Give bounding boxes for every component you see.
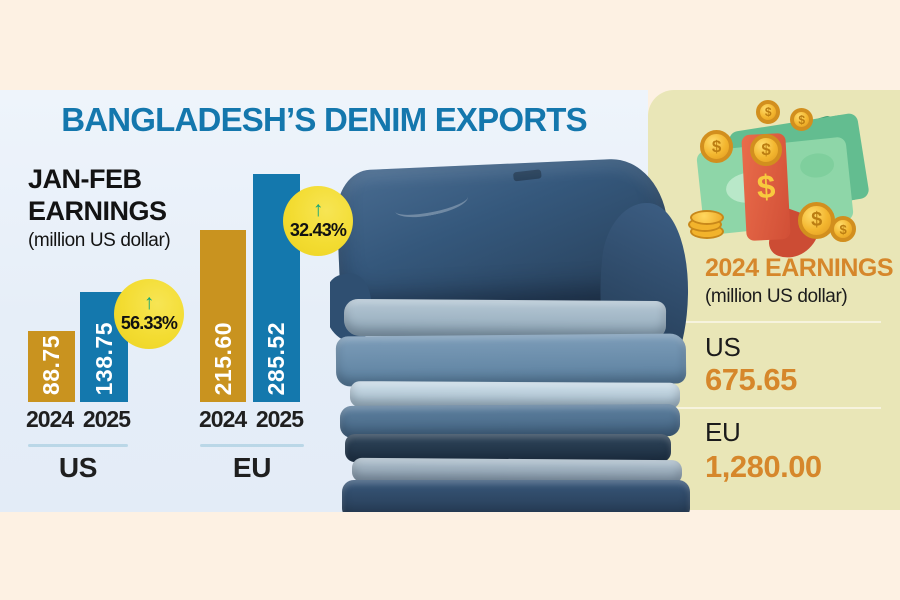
dollar-sign-icon: $ (755, 167, 776, 206)
summary-row-value-us: 675.65 (705, 362, 797, 397)
dollar-sign-icon: $ (798, 112, 805, 127)
denim-stack-photo (330, 158, 692, 512)
coin-icon: $ (700, 130, 733, 163)
denim-fold-layer (335, 333, 687, 387)
group-divider-eu (200, 444, 304, 447)
summary-row-label-eu: EU (705, 417, 741, 447)
summary-subtitle: (million US dollar) (705, 286, 848, 307)
denim-fold-layer (339, 404, 681, 438)
year-label: 2024 (199, 406, 247, 432)
coin-stack-icon (690, 210, 724, 225)
dollar-sign-icon: $ (711, 136, 722, 156)
denim-belt-loop (512, 169, 542, 182)
group-label-eu: EU (232, 452, 272, 483)
denim-fold-layer (342, 480, 690, 512)
coin-icon: $ (790, 108, 813, 131)
year-label: 2024 (26, 406, 74, 432)
chart-heading-line2: EARNINGS (28, 195, 167, 226)
denim-pocket-seam (393, 185, 470, 223)
year-labels-us: 2024 2025 (26, 406, 131, 433)
summary-divider (668, 321, 881, 323)
summary-panel: $ $ $ $ $ $ $ 2024 EARNINGS (million US … (648, 90, 900, 510)
year-label: 2025 (82, 406, 131, 432)
bar-value-label: 285.52 (263, 321, 289, 395)
group-label-us: US (58, 452, 98, 483)
dollar-sign-icon: $ (811, 209, 822, 231)
change-badge-eu: ↑ 32.43% (283, 186, 353, 256)
dollar-sign-icon: $ (839, 221, 847, 237)
bar-value-label: 138.75 (90, 321, 117, 395)
change-percent-us: 56.33% (120, 313, 178, 334)
summary-divider (668, 407, 881, 409)
money-illustration: $ $ $ $ $ $ $ (686, 100, 882, 267)
summary-row-label-us: US (705, 332, 741, 362)
denim-fold-layer (345, 434, 671, 462)
change-badge-us: ↑ 56.33% (114, 279, 184, 349)
bar-value-label: 88.75 (38, 334, 64, 395)
up-arrow-icon: ↑ (143, 290, 155, 314)
summary-row-value-eu: 1,280.00 (705, 449, 822, 484)
chart-heading-line1: JAN-FEB (28, 164, 142, 194)
group-divider-us (28, 444, 128, 447)
banknote-oval (798, 151, 836, 180)
year-labels-eu: 2024 2025 (199, 406, 304, 433)
coin-icon: $ (750, 134, 782, 166)
coin-icon: $ (756, 100, 780, 124)
dollar-sign-icon: $ (761, 140, 771, 159)
denim-fold-layer (343, 298, 667, 339)
coin-icon: $ (798, 202, 835, 239)
chart-subheading: (million US dollar) (28, 230, 171, 252)
bar-value-label: 215.60 (209, 321, 236, 395)
chart-heading: JAN-FEB EARNINGS (million US dollar) (28, 164, 171, 252)
year-label: 2025 (255, 406, 304, 432)
up-arrow-icon: ↑ (312, 197, 324, 221)
bar-us-2024: 88.75 (28, 331, 75, 402)
bar-eu-2024: 215.60 (200, 230, 246, 402)
dollar-sign-icon: $ (764, 105, 772, 119)
summary-title: 2024 EARNINGS (705, 254, 894, 282)
page-title: BANGLADESH’S DENIM EXPORTS (61, 101, 587, 138)
change-percent-eu: 32.43% (289, 220, 347, 241)
